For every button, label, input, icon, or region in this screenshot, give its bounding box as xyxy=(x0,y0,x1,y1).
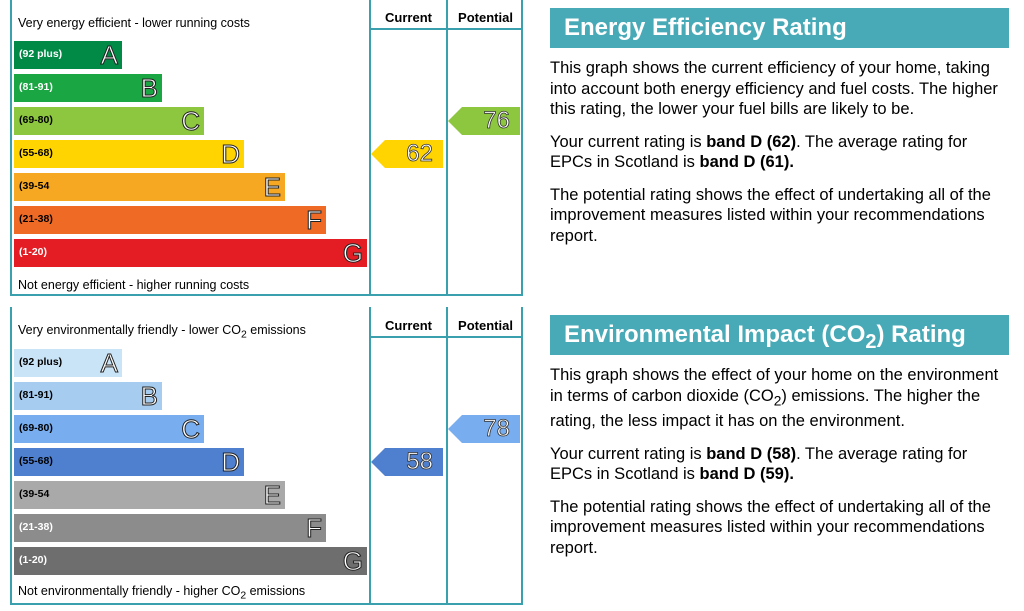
band-letter: A xyxy=(100,348,118,378)
energy-efficiency-chart: Very energy efficient - lower running co… xyxy=(10,0,523,296)
band-letter: E xyxy=(263,172,281,202)
band-e: (39-54 E xyxy=(14,480,285,510)
column-header-rule xyxy=(369,336,521,338)
panel-description: This graph shows the effect of your home… xyxy=(550,366,999,431)
band-letter: E xyxy=(263,480,281,510)
current-rating-arrow: 58 xyxy=(371,448,443,476)
current-column-header: Current xyxy=(385,10,432,25)
band-letter: C xyxy=(181,106,201,136)
band-letter: G xyxy=(342,238,363,268)
chart-top-label: Very environmentally friendly - lower CO… xyxy=(18,323,306,341)
band-range-label: (21-38) xyxy=(19,213,53,225)
band-letter: C xyxy=(181,414,201,444)
band-d: (55-68) D xyxy=(14,139,244,169)
band-a: (92 plus) A xyxy=(14,348,122,378)
chart-top-label: Very energy efficient - lower running co… xyxy=(18,16,250,30)
current-rating-value: 58 xyxy=(406,448,433,476)
panel-title: Energy Efficiency Rating xyxy=(550,8,1009,48)
current-arrow-shape xyxy=(371,140,443,168)
column-divider xyxy=(369,307,371,603)
panel-potential-note: The potential rating shows the effect of… xyxy=(550,185,991,245)
band-c: (69-80) C xyxy=(14,414,204,444)
band-range-label: (81-91) xyxy=(19,81,53,93)
band-range-label: (39-54 xyxy=(19,180,50,192)
band-range-label: (21-38) xyxy=(19,521,53,533)
current-arrow-polygon xyxy=(371,448,443,476)
band-letter: F xyxy=(306,205,323,235)
panel-description: This graph shows the current efficiency … xyxy=(550,59,998,118)
current-rating-value: 62 xyxy=(406,140,433,168)
current-rating-arrow: 62 xyxy=(371,140,443,168)
band-range-label: (92 plus) xyxy=(19,48,63,60)
band-range-label: (1-20) xyxy=(19,554,48,566)
band-range-label: (55-68) xyxy=(19,147,53,159)
band-letter: F xyxy=(306,513,323,543)
panel-title: Environmental Impact (CO2) Rating xyxy=(550,315,1009,355)
band-letter: D xyxy=(221,447,241,477)
band-c: (69-80) C xyxy=(14,106,204,136)
band-f: (21-38) F xyxy=(14,513,326,543)
potential-column-header: Potential xyxy=(458,10,513,25)
current-arrow-polygon xyxy=(371,140,443,168)
chart-bottom-label: Not environmentally friendly - higher CO… xyxy=(18,583,306,602)
band-letter: G xyxy=(342,546,363,576)
potential-arrow-polygon xyxy=(448,415,520,443)
column-divider xyxy=(369,0,371,294)
panel-potential-note: The potential rating shows the effect of… xyxy=(550,497,991,557)
panel-current-rating: Your current rating is band D (58). The … xyxy=(550,444,968,484)
band-letter: B xyxy=(140,381,158,411)
band-letter: B xyxy=(140,73,158,103)
band-range-label: (69-80) xyxy=(19,422,53,434)
current-column-header: Current xyxy=(385,318,432,333)
energy-efficiency-panel: Energy Efficiency Rating This graph show… xyxy=(550,8,1009,246)
environmental-impact-panel: Environmental Impact (CO2) Rating This g… xyxy=(550,315,1009,558)
column-divider xyxy=(446,307,448,603)
band-range-label: (69-80) xyxy=(19,114,53,126)
band-letter: A xyxy=(100,40,118,70)
band-g: (1-20) G xyxy=(14,238,367,268)
band-range-label: (55-68) xyxy=(19,455,53,467)
column-header-rule xyxy=(369,28,521,30)
band-range-label: (92 plus) xyxy=(19,356,63,368)
potential-arrow-polygon xyxy=(448,107,520,135)
potential-rating-arrow: 76 xyxy=(448,107,520,135)
potential-rating-arrow: 78 xyxy=(448,415,520,443)
band-d: (55-68) D xyxy=(14,447,244,477)
band-range-label: (39-54 xyxy=(19,488,50,500)
potential-arrow-shape xyxy=(448,415,520,443)
potential-rating-value: 78 xyxy=(483,415,510,443)
current-arrow-shape xyxy=(371,448,443,476)
potential-column-header: Potential xyxy=(458,318,513,333)
band-e: (39-54 E xyxy=(14,172,285,202)
band-letter: D xyxy=(221,139,241,169)
band-a: (92 plus) A xyxy=(14,40,122,70)
environmental-impact-chart: Very environmentally friendly - lower CO… xyxy=(10,307,523,605)
panel-current-rating: Your current rating is band D (62). The … xyxy=(550,132,968,172)
band-b: (81-91) B xyxy=(14,73,162,103)
potential-rating-value: 76 xyxy=(483,107,510,135)
band-b: (81-91) B xyxy=(14,381,162,411)
column-divider xyxy=(446,0,448,294)
potential-arrow-shape xyxy=(448,107,520,135)
band-range-label: (1-20) xyxy=(19,246,48,258)
band-g: (1-20) G xyxy=(14,546,367,576)
chart-bottom-label: Not energy efficient - higher running co… xyxy=(18,278,250,292)
band-f: (21-38) F xyxy=(14,205,326,235)
band-range-label: (81-91) xyxy=(19,389,53,401)
